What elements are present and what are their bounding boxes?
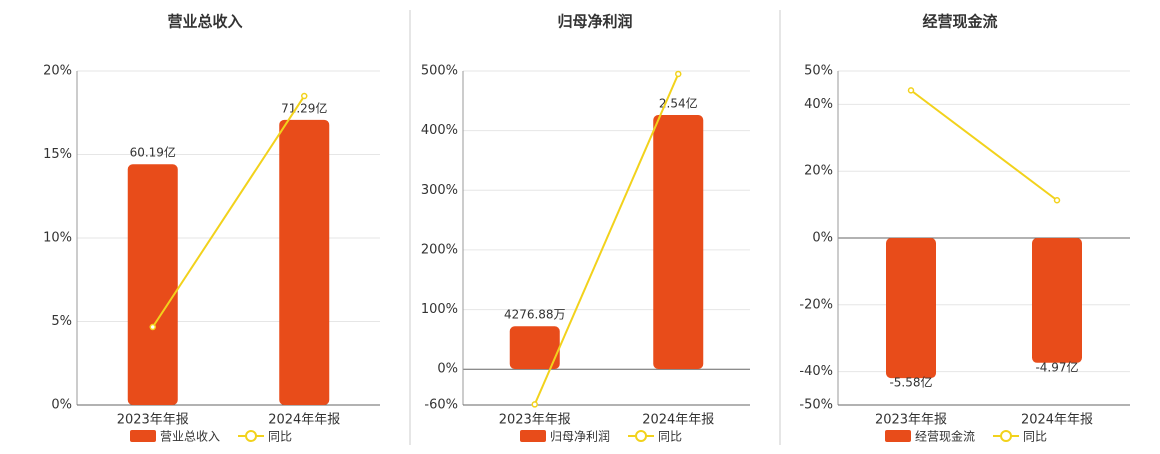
bar [886,238,936,379]
data-label: -5.58亿 [889,375,932,390]
bar [279,119,330,405]
legend-label: 归母净利润 [550,430,610,444]
legend-label: 营业总收入 [160,430,220,444]
y-tick-label: -50% [799,398,833,413]
data-label: 60.19亿 [130,145,176,160]
bar [653,115,704,369]
y-tick-label: 0% [812,231,833,246]
line [910,89,1058,202]
y-tick-label: 20% [43,64,72,79]
y-tick-label: 200% [421,242,458,257]
legend-swatch [1000,430,1013,442]
line-marker [149,323,156,331]
data-label: -4.97亿 [1035,359,1078,374]
legend-label: 同比 [1023,430,1047,444]
x-tick-label: 2023年年报 [117,413,189,428]
y-tick-label: 20% [804,164,833,179]
y-tick-label: 0% [437,362,458,377]
legend-swatch [520,430,546,442]
legend-swatch [130,430,156,442]
bar [1032,238,1082,363]
line [533,73,680,405]
x-tick-label: 2024年年报 [268,413,340,428]
line-marker [531,401,538,408]
legend-label: 同比 [268,430,292,444]
data-label: 4276.88万 [504,308,566,322]
data-label: 71.29亿 [281,100,327,115]
y-tick-label: -40% [799,364,833,379]
y-tick-label: 10% [43,231,72,246]
legend-label: 同比 [658,430,682,444]
y-tick-label: -60% [424,398,458,413]
y-tick-label: 100% [421,302,458,317]
x-tick-label: 2023年年报 [875,413,947,428]
line-marker [907,87,915,94]
bar [127,164,178,405]
y-tick-label: 40% [804,97,833,112]
y-tick-label: 0% [51,398,72,413]
x-tick-label: 2023年年报 [499,413,571,428]
chart-title: 归母净利润 [557,13,632,31]
legend-swatch [635,430,648,442]
x-tick-label: 2024年年报 [1021,413,1093,428]
line-marker [301,92,308,100]
bar [509,326,560,369]
chart-title: 营业总收入 [167,13,242,31]
line-marker [1053,197,1061,204]
y-tick-label: 5% [51,314,72,329]
x-tick-label: 2024年年报 [642,413,714,428]
y-tick-label: -20% [799,297,833,312]
y-tick-label: 400% [421,123,458,138]
legend-label: 经营现金流 [915,429,975,444]
line [151,95,306,328]
y-tick-label: 15% [43,147,72,162]
y-tick-label: 300% [421,183,458,198]
y-tick-label: 50% [804,64,833,79]
chart-title: 经营现金流 [922,13,997,31]
legend-swatch [885,430,911,442]
y-tick-label: 500% [421,64,458,79]
data-label: 2.54亿 [659,96,698,111]
line-marker [675,70,682,78]
legend-swatch [245,430,258,442]
